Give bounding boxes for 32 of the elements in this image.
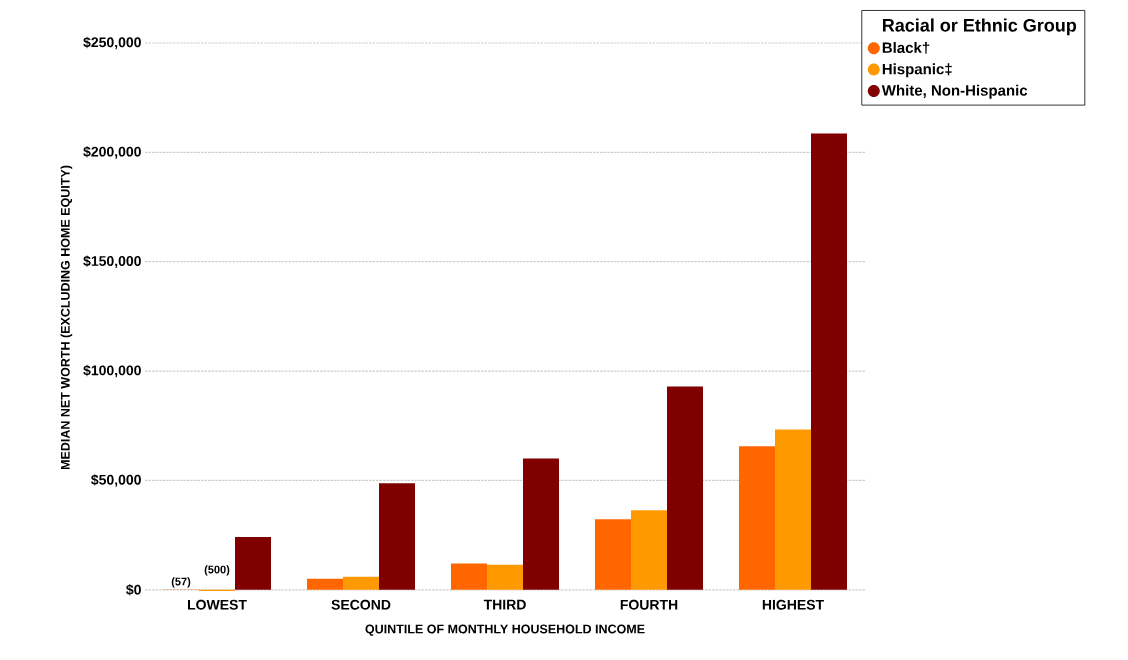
legend-label: Hispanic‡ [882, 63, 952, 78]
bar [595, 519, 631, 590]
x-tick-label: HIGHEST [762, 599, 824, 610]
bar [523, 458, 559, 590]
bar [235, 537, 271, 590]
bar [739, 446, 775, 590]
y-tick-label: $50,000 [91, 474, 141, 487]
bar [343, 576, 379, 590]
y-axis-title: MEDIAN NET WORTH (EXCLUDING HOME EQUITY) [60, 165, 73, 470]
legend-label: Black† [882, 41, 930, 54]
y-tick-label: $150,000 [83, 255, 141, 268]
bar [631, 510, 667, 590]
y-tick-label: $0 [126, 584, 141, 596]
bar [775, 429, 811, 590]
x-tick-label: THIRD [483, 599, 526, 610]
legend-label: White, Non-Hispanic [881, 84, 1028, 99]
bar [487, 564, 523, 590]
bar [307, 578, 343, 590]
bar [667, 386, 703, 590]
data-label: (57) [171, 577, 191, 588]
y-tick-label: $200,000 [83, 146, 141, 159]
bar [379, 483, 415, 590]
y-tick-label: $100,000 [83, 364, 141, 378]
x-tick-label: FOURTH [620, 599, 678, 610]
data-label: (500) [204, 565, 230, 576]
y-tick-label: $250,000 [83, 36, 141, 50]
legend-title: Racial or Ethnic Group [883, 18, 1077, 36]
bar [811, 133, 847, 590]
bar [451, 563, 487, 590]
x-tick-label: SECOND [331, 599, 391, 610]
x-tick-label: LOWEST [188, 599, 247, 610]
x-axis-title: QUINTILE OF MONTHLY HOUSEHOLD INCOME [365, 624, 645, 636]
